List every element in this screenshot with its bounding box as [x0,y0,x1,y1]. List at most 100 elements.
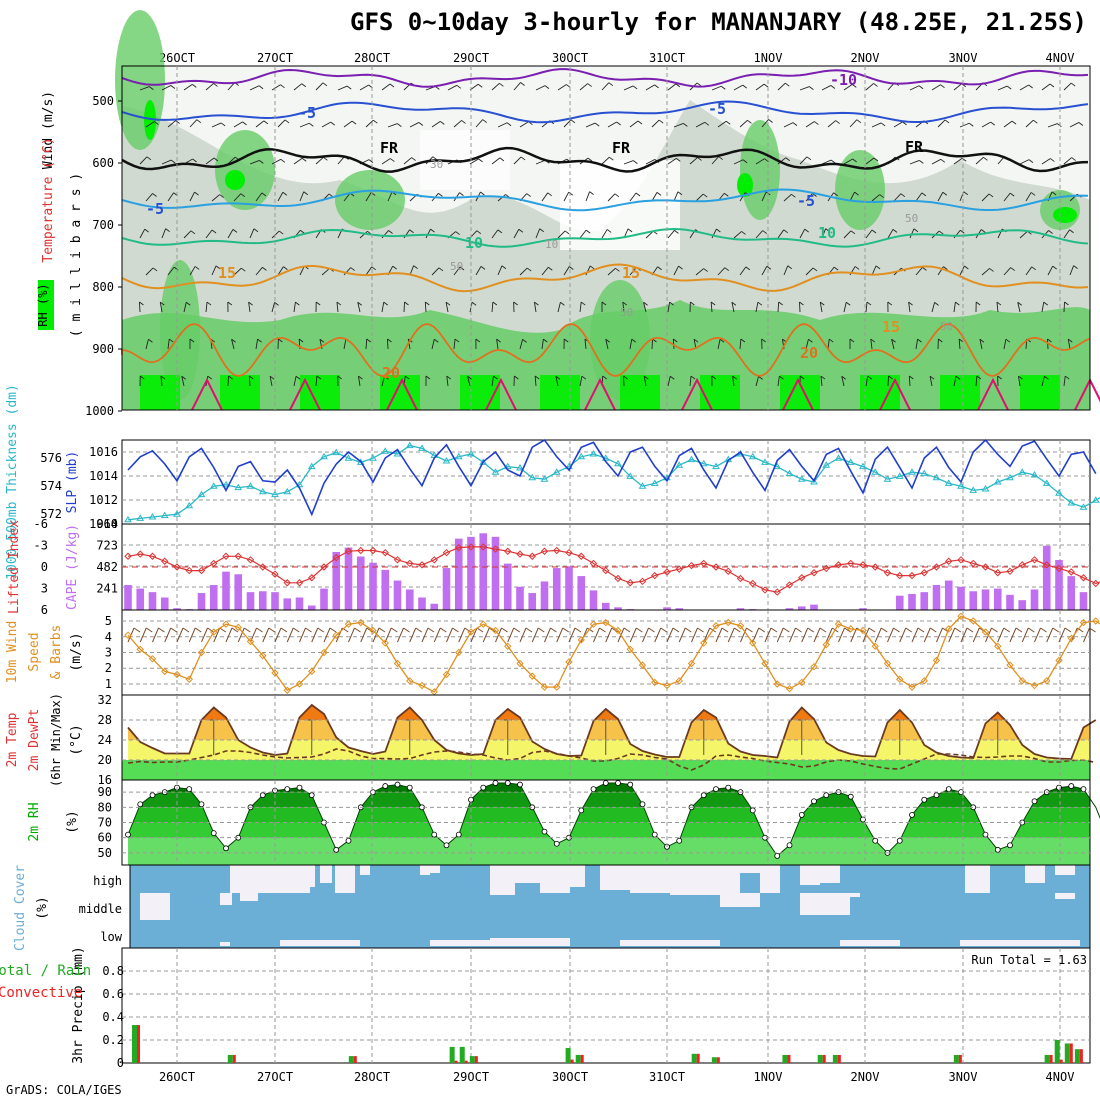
wind-barb [403,157,412,165]
wind-barb [843,84,853,91]
wind-barb [642,627,649,643]
cloud-high-block [740,865,760,873]
wind-barb-flag [745,266,751,271]
wind-barb-flag [586,627,594,633]
wind-barb [601,156,610,165]
cloud-low-block [960,940,1080,946]
precip-total-bar [565,1048,571,1063]
wind-barb-flag [724,192,729,197]
wind-barb [541,192,549,202]
wind-barb [1017,376,1021,387]
wind-barb-flag [792,122,798,126]
wind-barb-flag [248,301,253,306]
lifted-index-point [1043,561,1051,569]
wind-barb-flag [243,627,251,633]
lifted-index-point [761,586,769,594]
rh-point [725,784,732,791]
wind-barb-flag [543,338,548,343]
wind-barb-flag [373,119,378,124]
wind-barb-flag [905,627,913,633]
thickness-point [197,490,206,498]
wind-speed-point [197,648,206,657]
cape-bar [454,538,463,610]
wind-barb-flag [574,627,582,633]
lifted-index-point [332,553,340,562]
temp-band-low [128,760,1090,780]
axis-label-slp: SLP (mb) [65,451,80,514]
wind-barb-flag [231,338,236,343]
lifted-tick: -3 [34,539,48,553]
wind-barb [623,375,625,387]
wind-barb [703,627,711,643]
rh-point [455,831,462,838]
thickness-point [491,468,500,475]
thickness-point [687,455,696,463]
contour-label: 20 [800,344,818,362]
wind-barb-flag [888,375,893,380]
rh-point [651,831,658,838]
wind-barb-flag [677,191,683,196]
wind-barb [850,627,858,643]
cape-bar [479,533,488,610]
wind-barb [1083,627,1090,643]
wind-barb [1003,120,1013,128]
wind-barb [359,84,369,91]
lifted-index-point [308,574,316,582]
wind-barb-flag [954,627,962,633]
wind-barb [211,194,220,202]
wind-barb-flag [648,627,655,633]
rh-point [933,792,940,799]
wind-barb-flag [856,119,862,124]
wind-barb-flag [660,627,668,633]
wind-barb-flag [301,83,307,88]
wind-barb-flag [746,627,753,633]
wind-barb [667,230,675,239]
lifted-index-point [577,552,585,560]
rh-point [994,846,1001,853]
thickness-point [258,487,267,495]
wind-barb [695,268,704,276]
rh-contour-label: 50 [620,306,633,319]
cape-bar [491,536,500,610]
wind-barb [343,339,347,350]
wind-barb [865,83,874,91]
lifted-index-point [810,569,818,577]
wind-barb-flag [643,375,649,380]
axis-label-cloud-units: (%) [35,896,50,919]
cape-bar [136,588,145,610]
wind-speed-point [467,628,475,636]
rh-cell-high [460,375,500,410]
wind-barb [761,119,769,128]
date-label-bottom: 3NOV [949,1070,978,1084]
wind-barb [286,627,294,643]
lifted-index-point [283,579,291,587]
wind-barb [865,157,875,165]
wind-barb-flag [887,301,893,306]
lifted-index-point [712,563,720,571]
wind-barb-flag [873,83,878,87]
wind-barb [715,627,723,643]
wind-barb-flag [1052,627,1060,633]
thickness-point [234,483,243,491]
wind-barb [152,627,159,643]
wind-barb [269,376,273,387]
wind-barb-flag [710,301,716,306]
wind-speed-point [369,626,377,635]
cape-bar [1006,594,1014,610]
wind-speed-point [724,618,732,627]
wind-barb-flag [480,265,486,270]
wind-barb [348,627,355,643]
wind-barb [783,122,794,128]
wind-barb-flag [446,375,452,380]
wind-barb-flag [830,85,836,89]
wind-barb [299,122,310,128]
wind-barb [271,302,276,313]
pressure-tick: 900 [92,342,114,356]
wind-barb [470,627,478,643]
wind-barb [176,627,184,643]
wind-barb-flag [1017,301,1023,306]
wind-barb-flag [368,159,374,163]
wind-barb-flag [387,338,392,343]
wind-barb-flag [1033,119,1038,124]
cloud-high-block [600,865,630,890]
